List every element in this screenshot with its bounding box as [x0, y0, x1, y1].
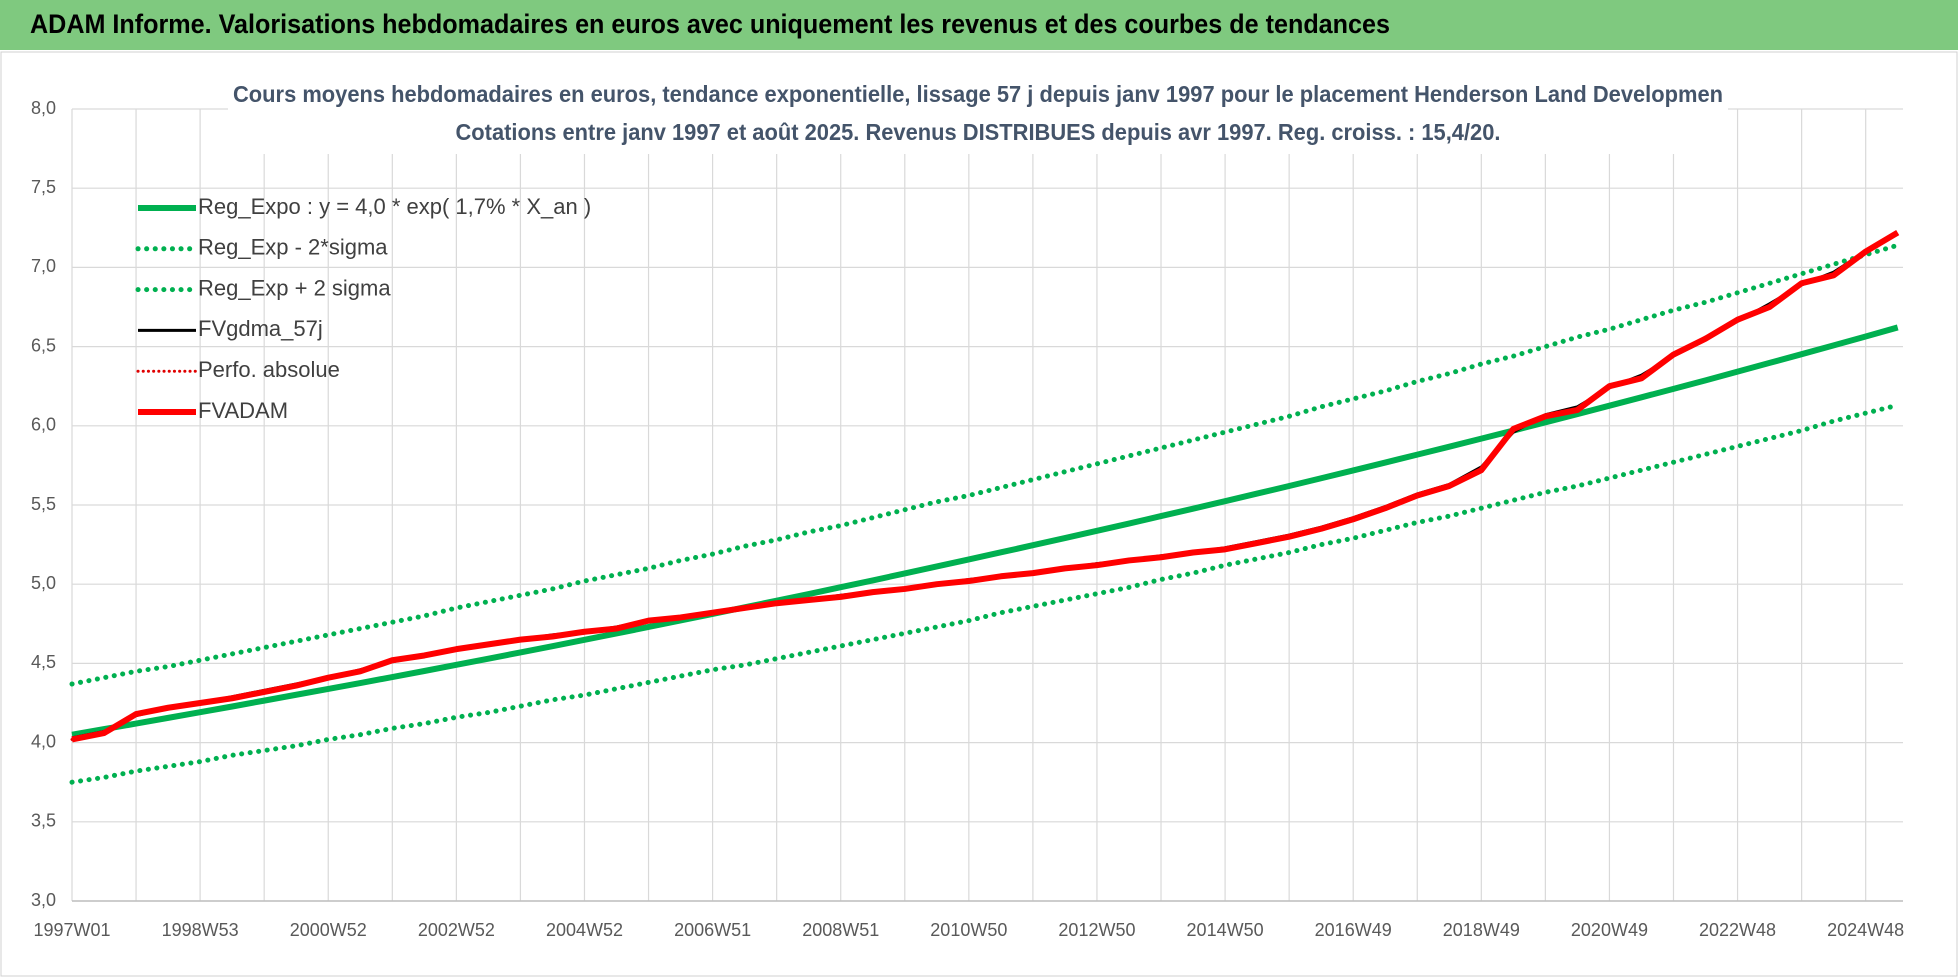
x-tick-label: 2018W49 [1443, 920, 1520, 940]
header-title: ADAM Informe. Valorisations hebdomadaire… [30, 9, 1390, 39]
x-tick-label: 1998W53 [162, 920, 239, 940]
y-tick-label: 7,5 [31, 177, 56, 197]
x-tick-label: 2016W49 [1315, 920, 1392, 940]
series-line [69, 242, 1901, 687]
y-tick-label: 6,5 [31, 335, 56, 355]
chart-frame [0, 51, 1958, 977]
series-line [71, 232, 1899, 740]
y-tick-label: 3,5 [31, 811, 56, 831]
y-tick-label: 5,5 [31, 494, 56, 514]
y-tick-label: 6,0 [31, 415, 56, 435]
y-tick-label: 4,5 [31, 652, 56, 672]
x-tick-label: 2006W51 [674, 920, 751, 940]
y-tick-label: 7,0 [31, 256, 56, 276]
x-tick-label: 2020W49 [1571, 920, 1648, 940]
legend-label: Reg_Expo : y = 4,0 * exp( 1,7% * X_an ) [198, 194, 591, 219]
x-tick-label: 2008W51 [802, 920, 879, 940]
y-tick-label: 3,0 [31, 890, 56, 910]
legend-label: Reg_Exp + 2 sigma [198, 275, 391, 300]
x-tick-label: 2022W48 [1699, 920, 1776, 940]
series-line [71, 229, 1900, 743]
x-tick-label: 1997W01 [33, 920, 110, 940]
x-tick-label: 2012W50 [1058, 920, 1135, 940]
y-tick-label: 4,0 [31, 731, 56, 751]
x-tick-label: 2004W52 [546, 920, 623, 940]
chart-title: Cours moyens hebdomadaires en euros, ten… [233, 81, 1723, 107]
series-line [71, 324, 1899, 738]
y-tick-label: 5,0 [31, 573, 56, 593]
legend-label: FVADAM [198, 398, 288, 423]
x-tick-label: 2002W52 [418, 920, 495, 940]
title-bg [228, 80, 1728, 154]
legend-label: FVgdma_57j [198, 316, 323, 341]
x-tick-label: 2000W52 [290, 920, 367, 940]
chart-subtitle: Cotations entre janv 1997 et août 2025. … [456, 119, 1501, 145]
y-tick-label: 8,0 [31, 98, 56, 118]
header-bar [0, 0, 1958, 50]
x-tick-label: 2024W48 [1827, 920, 1904, 940]
series-line [69, 402, 1901, 785]
legend-label: Perfo. absolue [198, 357, 340, 382]
legend-label: Reg_Exp - 2*sigma [198, 235, 388, 260]
x-tick-label: 2014W50 [1187, 920, 1264, 940]
x-tick-label: 2010W50 [930, 920, 1007, 940]
